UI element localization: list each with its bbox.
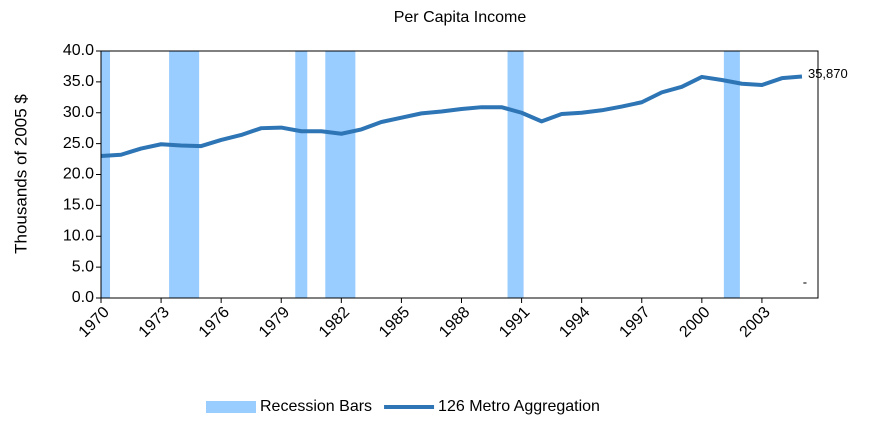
x-tick-label: 1985 bbox=[376, 304, 413, 341]
y-tick-label: 15.0 bbox=[63, 197, 94, 214]
x-tick-label: 2000 bbox=[676, 304, 713, 341]
y-tick-label: 40.0 bbox=[63, 42, 94, 59]
legend-label: Recession Bars bbox=[260, 398, 372, 415]
y-tick-label: 10.0 bbox=[63, 227, 94, 244]
annotation: - bbox=[803, 275, 807, 290]
y-tick-label: 25.0 bbox=[63, 135, 94, 152]
x-tick-label: 1973 bbox=[136, 304, 173, 341]
x-tick-label: 1988 bbox=[436, 304, 473, 341]
y-tick-label: 5.0 bbox=[72, 258, 94, 275]
x-tick-label: 2003 bbox=[737, 304, 774, 341]
x-tick-label: 1979 bbox=[256, 304, 293, 341]
x-tick-label: 1991 bbox=[496, 304, 533, 341]
y-tick-label: 0.0 bbox=[72, 289, 94, 306]
plot-frame bbox=[100, 50, 819, 299]
x-tick-label: 1982 bbox=[316, 304, 353, 341]
recession-bar bbox=[295, 51, 308, 298]
line bbox=[100, 74, 803, 158]
y-tick-label: 20.0 bbox=[63, 166, 94, 183]
recession-bar bbox=[101, 51, 111, 298]
data-label: 35,870 bbox=[808, 66, 848, 81]
x-tick-label: 1970 bbox=[76, 304, 113, 341]
recession-bar bbox=[723, 51, 740, 298]
y-axis-label: Thousands of 2005 $ bbox=[11, 94, 30, 254]
y-tick-label: 35.0 bbox=[63, 73, 94, 90]
x-tick-label: 1997 bbox=[616, 304, 653, 341]
recession-bar bbox=[169, 51, 200, 298]
x-tick-label: 1994 bbox=[556, 304, 593, 341]
x-tick-label: 1976 bbox=[196, 304, 233, 341]
recession-bar bbox=[507, 51, 524, 298]
legend-swatch bbox=[206, 401, 256, 413]
legend-label: 126 Metro Aggregation bbox=[438, 398, 600, 415]
y-tick-label: 30.0 bbox=[63, 104, 94, 121]
chart-title: Per Capita Income bbox=[394, 9, 527, 26]
recession-bar bbox=[325, 51, 356, 298]
